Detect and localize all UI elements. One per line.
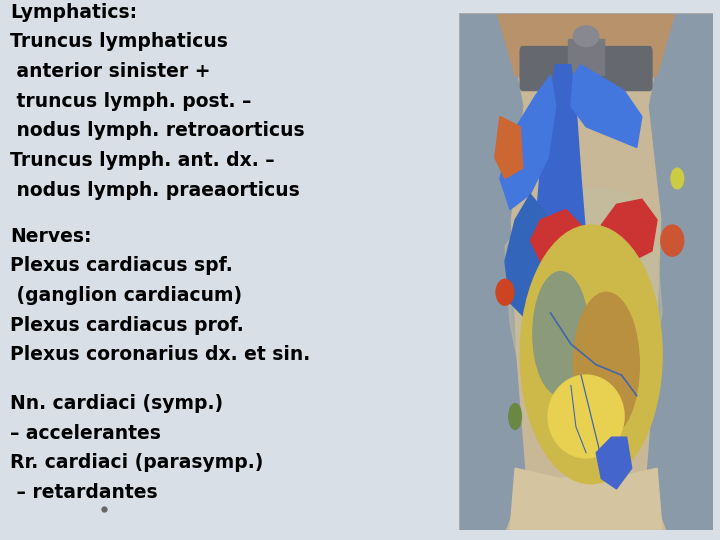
Ellipse shape [573, 292, 639, 437]
Text: Truncus lymphaticus: Truncus lymphaticus [10, 32, 228, 51]
Ellipse shape [520, 225, 662, 484]
Polygon shape [596, 437, 631, 489]
Polygon shape [505, 194, 561, 323]
Ellipse shape [548, 375, 624, 458]
Circle shape [509, 403, 521, 429]
Polygon shape [459, 13, 526, 530]
Text: Nn. cardiaci (symp.): Nn. cardiaci (symp.) [10, 394, 223, 413]
Ellipse shape [573, 26, 599, 46]
FancyBboxPatch shape [520, 46, 652, 91]
Text: truncus lymph. post. –: truncus lymph. post. – [10, 92, 251, 111]
Bar [568, 39, 604, 75]
Polygon shape [647, 13, 713, 530]
Text: Nerves:: Nerves: [10, 227, 91, 246]
Ellipse shape [671, 168, 684, 189]
Text: (ganglion cardiacum): (ganglion cardiacum) [10, 286, 242, 305]
Polygon shape [510, 468, 662, 530]
Polygon shape [536, 65, 591, 298]
Polygon shape [571, 65, 642, 147]
Text: nodus lymph. retroaorticus: nodus lymph. retroaorticus [10, 122, 305, 140]
Text: Plexus coronarius dx. et sin.: Plexus coronarius dx. et sin. [10, 346, 310, 365]
Polygon shape [531, 210, 586, 272]
Polygon shape [495, 117, 523, 179]
Polygon shape [505, 189, 662, 478]
Ellipse shape [661, 225, 684, 256]
Text: – accelerantes: – accelerantes [10, 424, 161, 443]
Text: Truncus lymph. ant. dx. –: Truncus lymph. ant. dx. – [10, 151, 275, 170]
Text: Rr. cardiaci (parasymp.): Rr. cardiaci (parasymp.) [10, 454, 264, 472]
Text: anterior sinister +: anterior sinister + [10, 62, 210, 81]
Text: Lymphatics:: Lymphatics: [10, 3, 138, 22]
Ellipse shape [496, 279, 514, 305]
Polygon shape [498, 13, 675, 91]
Text: nodus lymph. praeaorticus: nodus lymph. praeaorticus [10, 181, 300, 200]
Polygon shape [601, 199, 657, 261]
Text: Plexus cardiacus spf.: Plexus cardiacus spf. [10, 256, 233, 275]
Ellipse shape [533, 272, 589, 396]
Polygon shape [500, 75, 556, 210]
Text: – retardantes: – retardantes [10, 483, 158, 502]
Text: Plexus cardiacus prof.: Plexus cardiacus prof. [10, 316, 244, 335]
